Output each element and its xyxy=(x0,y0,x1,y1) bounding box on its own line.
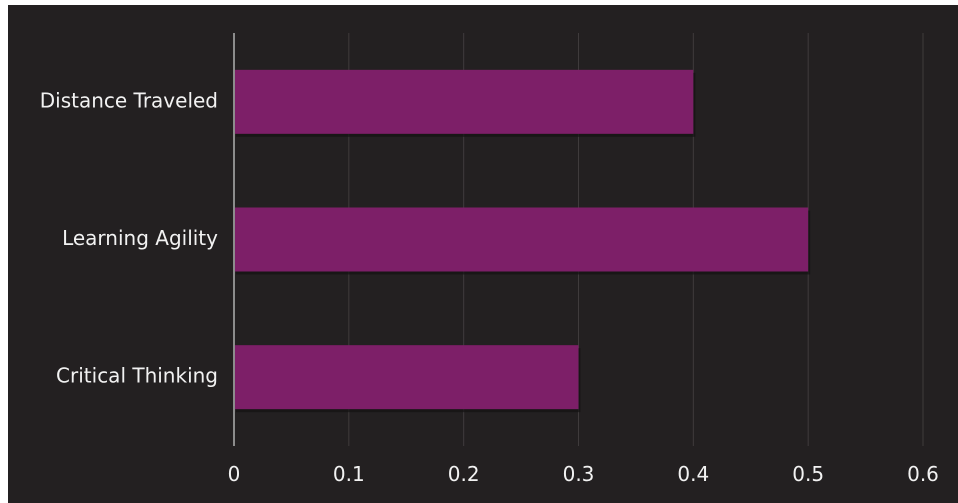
x-tick-label: 0.6 xyxy=(907,462,939,486)
x-tick-label: 0 xyxy=(228,462,241,486)
category-label: Critical Thinking xyxy=(56,364,218,388)
x-tick-label: 0.2 xyxy=(448,462,480,486)
bar-chart: Distance Traveled Learning Agility Critica… xyxy=(40,33,939,486)
bars xyxy=(234,69,811,413)
x-tick-label: 0.1 xyxy=(333,462,365,486)
x-tick-label: 0.3 xyxy=(563,462,595,486)
bar xyxy=(234,345,579,410)
category-label: Learning Agility xyxy=(62,226,218,250)
x-tick-label: 0.4 xyxy=(677,462,709,486)
chart-frame: Distance Traveled Learning Agility Critica… xyxy=(8,5,958,503)
bar xyxy=(234,69,694,134)
x-tick-label: 0.5 xyxy=(792,462,824,486)
bar xyxy=(234,207,809,272)
category-labels: Distance Traveled Learning Agility Critica… xyxy=(40,88,218,387)
x-tick-labels: 0 0.1 0.2 0.3 0.4 0.5 0.6 xyxy=(228,462,939,486)
category-label: Distance Traveled xyxy=(40,88,218,112)
